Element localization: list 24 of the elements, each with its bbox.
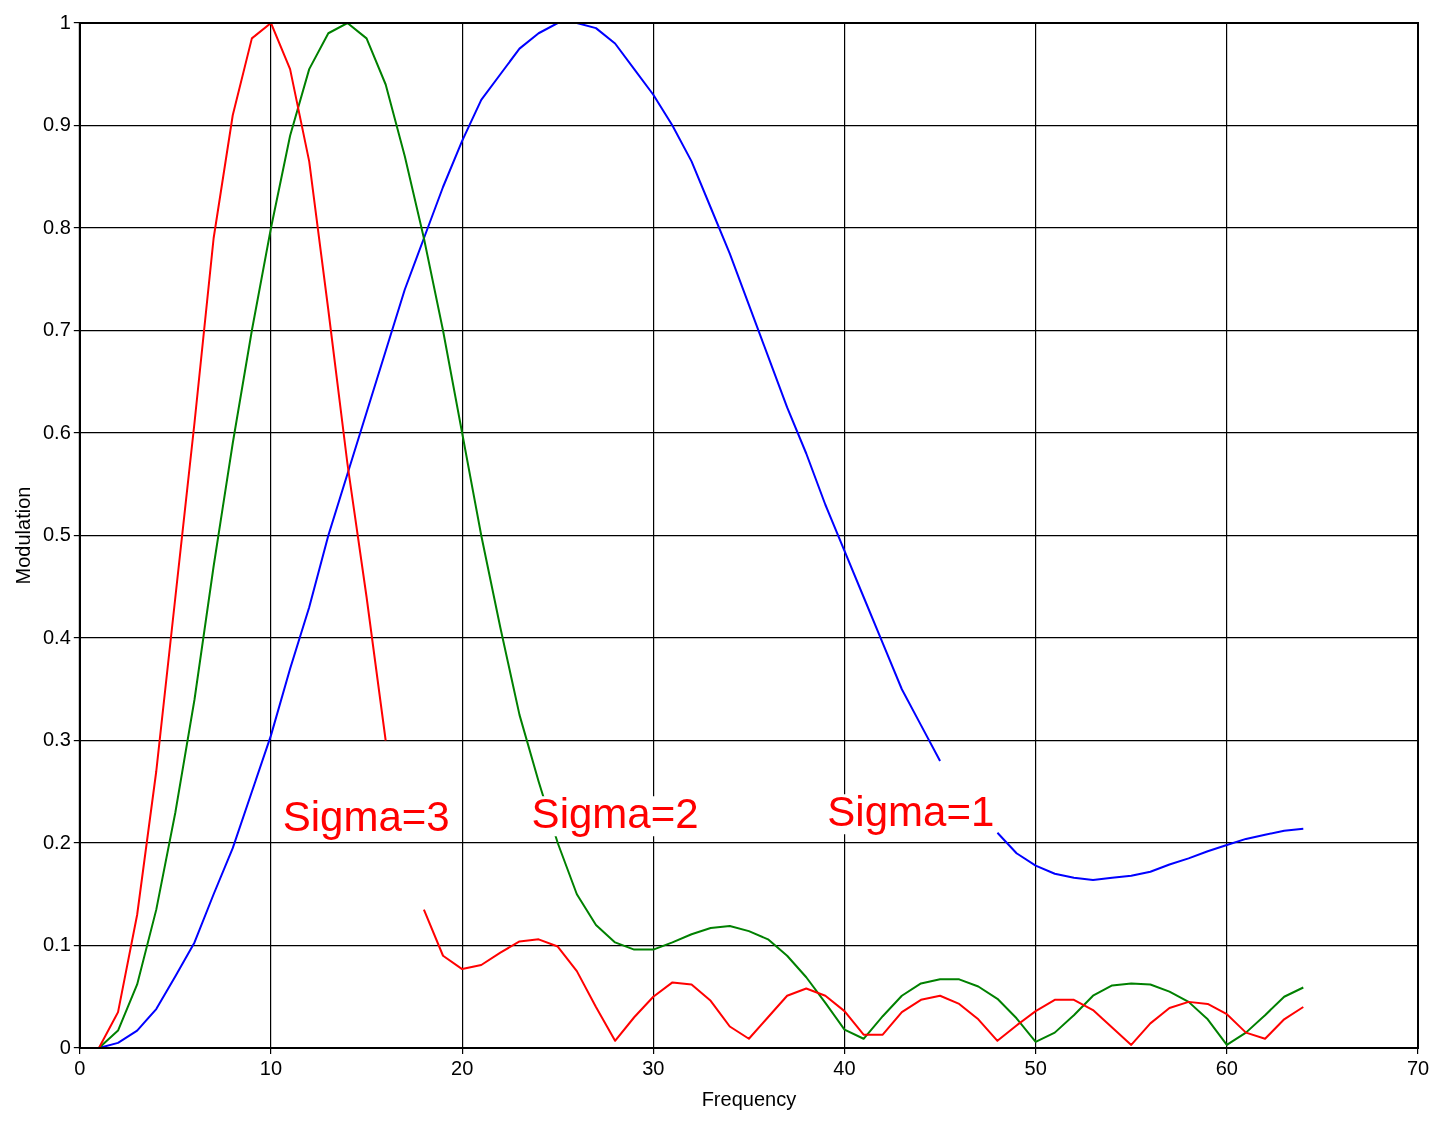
y-tick-label: 0.3 <box>42 728 71 751</box>
y-tick-label: 0.6 <box>42 420 71 443</box>
x-tick-label: 0 <box>74 1056 86 1079</box>
y-tick-label: 0.8 <box>42 215 71 238</box>
y-tick-label: 0.7 <box>42 318 71 341</box>
y-tick-label: 0.5 <box>42 523 71 546</box>
annotation: Sigma=3 <box>282 793 450 840</box>
y-axis-title: Modulation <box>11 486 34 585</box>
y-tick-label: 0.1 <box>42 933 71 956</box>
y-tick-label: 1 <box>59 10 71 33</box>
x-tick-label: 60 <box>1215 1056 1238 1079</box>
x-tick-label: 30 <box>642 1056 665 1079</box>
x-tick-label: 20 <box>451 1056 474 1079</box>
y-tick-label: 0.2 <box>42 830 71 853</box>
y-tick-label: 0.9 <box>42 113 71 136</box>
y-tick-label: 0.4 <box>42 625 71 648</box>
x-tick-label: 70 <box>1406 1056 1430 1079</box>
x-tick-label: 10 <box>259 1056 283 1079</box>
x-tick-label: 50 <box>1024 1056 1047 1079</box>
annotation: Sigma=2 <box>531 789 699 837</box>
annotation: Sigma=1 <box>827 787 995 835</box>
x-axis-title: Frequency <box>701 1087 797 1110</box>
x-tick-label: 40 <box>833 1056 856 1079</box>
y-tick-label: 0 <box>59 1035 71 1058</box>
